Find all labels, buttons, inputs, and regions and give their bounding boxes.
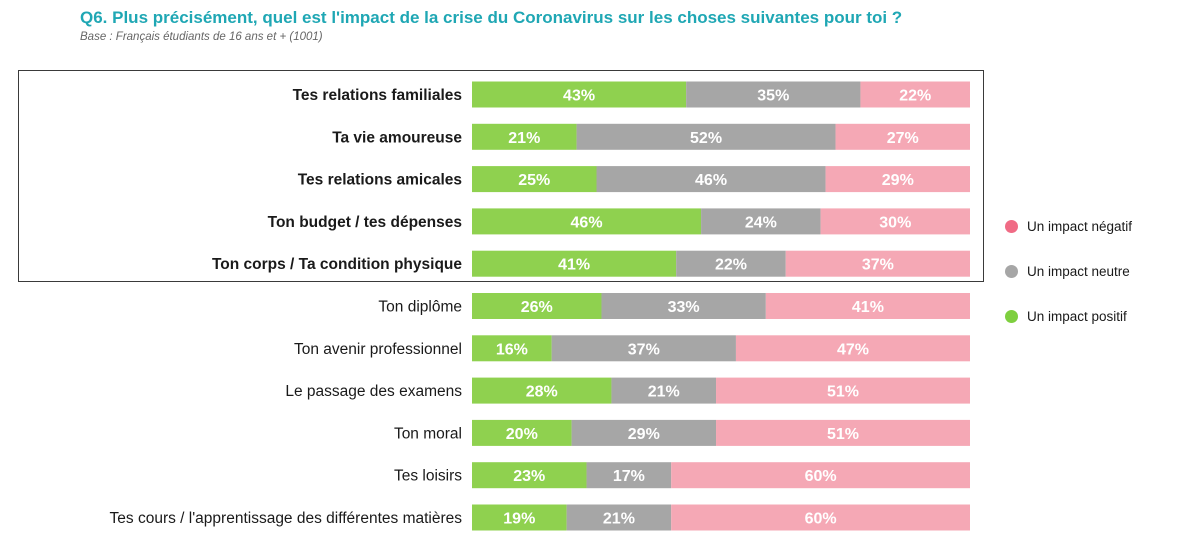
bar-value-label: 21% — [648, 384, 680, 401]
bar-value-label: 21% — [603, 511, 635, 528]
bar-segment — [472, 250, 677, 277]
bar-segment — [472, 504, 567, 531]
bar-segment — [601, 293, 766, 319]
bar-segment — [551, 335, 736, 362]
category-label: Ton corps / Ta condition physique — [212, 256, 462, 273]
bar-value-label: 19% — [503, 511, 535, 528]
bar-segment — [472, 377, 612, 404]
bar-segment — [860, 81, 970, 108]
bar-value-label: 46% — [571, 214, 603, 231]
category-label: Ton diplôme — [378, 299, 462, 316]
category-label: Tes cours / l'apprentissage des différen… — [110, 510, 463, 527]
bar-value-label: 23% — [513, 468, 545, 485]
bar-segment — [472, 419, 572, 446]
bar-value-label: 35% — [757, 88, 789, 105]
bar-segment — [472, 123, 577, 150]
bar-segment — [586, 462, 672, 489]
bar-segment — [676, 250, 786, 277]
bar-segment — [686, 81, 861, 108]
bar-value-label: 16% — [496, 341, 528, 358]
bar-segment — [671, 504, 970, 531]
bar-segment — [472, 166, 597, 193]
bar-segment — [835, 123, 970, 150]
bar-value-label: 17% — [613, 468, 645, 485]
bar-segment — [701, 208, 821, 235]
bar-value-label: 51% — [827, 384, 859, 401]
category-label: Ton budget / tes dépenses — [268, 214, 462, 231]
bar-value-label: 30% — [879, 214, 911, 231]
bar-segment — [472, 293, 602, 319]
bar-segment — [765, 293, 970, 319]
bar-value-label: 25% — [518, 172, 550, 189]
bar-value-label: 29% — [882, 172, 914, 189]
legend-label-negatif: Un impact négatif — [1027, 218, 1133, 234]
category-label: Ton avenir professionnel — [294, 341, 462, 358]
bar-segment — [820, 208, 970, 235]
bar-segment — [472, 462, 587, 489]
bar-segment — [472, 335, 552, 362]
bar-value-label: 33% — [668, 299, 700, 316]
bar-value-label: 26% — [521, 299, 553, 316]
legend-item-negatif: Un impact négatif — [1005, 218, 1132, 234]
bar-value-label: 28% — [526, 384, 558, 401]
bar-value-label: 37% — [628, 341, 660, 358]
bar-value-label: 24% — [745, 214, 777, 231]
legend-swatch-positif — [1005, 309, 1018, 323]
bar-value-label: 43% — [563, 88, 595, 105]
bar-segment — [825, 166, 970, 193]
legend-swatch-neutre — [1005, 264, 1018, 278]
bar-value-label: 27% — [887, 130, 919, 147]
bar-value-label: 46% — [695, 172, 727, 189]
bar-segment — [716, 419, 970, 446]
bar-value-label: 41% — [852, 299, 884, 316]
highlight-box — [18, 70, 984, 282]
bar-value-label: 47% — [837, 341, 869, 358]
bar-segment — [472, 208, 702, 235]
legend-item-neutre: Un impact neutre — [1005, 263, 1132, 279]
category-label: Tes relations familiales — [293, 87, 462, 104]
stacked-bar-chart: Tes relations familiales 43% 35% 22% Ta vie … — [110, 81, 970, 531]
bar-segment — [596, 166, 826, 193]
category-label: Tes relations amicales — [298, 172, 462, 189]
legend-label-positif: Un impact positif — [1027, 308, 1127, 324]
bar-segment — [576, 123, 836, 150]
bar-segment — [571, 419, 717, 446]
bar-value-label: 60% — [805, 511, 837, 528]
bar-value-label: 21% — [508, 130, 540, 147]
bar-value-label: 20% — [506, 426, 538, 443]
bar-segment — [785, 250, 970, 277]
bar-value-label: 60% — [805, 468, 837, 485]
category-label: Le passage des examens — [285, 383, 462, 400]
category-label: Tes loisirs — [394, 468, 462, 485]
bar-value-label: 22% — [715, 257, 747, 274]
bar-segment — [735, 335, 970, 362]
legend-item-positif: Un impact positif — [1005, 308, 1132, 324]
bar-segment — [716, 377, 970, 404]
bar-value-label: 22% — [899, 88, 931, 105]
legend: Un impact négatif Un impact neutre Un im… — [1005, 218, 1132, 353]
category-label: Ton moral — [394, 425, 462, 442]
bar-value-label: 29% — [628, 426, 660, 443]
bar-segment — [671, 462, 970, 489]
bar-value-label: 51% — [827, 426, 859, 443]
bar-segment — [472, 81, 687, 108]
chart-subtitle: Base : Français étudiants de 16 ans et +… — [80, 31, 323, 43]
category-label: Ta vie amoureuse — [332, 129, 462, 146]
chart-title: Q6. Plus précisément, quel est l'impact … — [80, 8, 903, 27]
bar-segment — [611, 377, 717, 404]
bar-value-label: 41% — [558, 257, 590, 274]
legend-label-neutre: Un impact neutre — [1027, 263, 1130, 279]
bar-value-label: 52% — [690, 130, 722, 147]
bar-segment — [566, 504, 672, 531]
legend-swatch-negatif — [1005, 219, 1018, 233]
bar-value-label: 37% — [862, 257, 894, 274]
